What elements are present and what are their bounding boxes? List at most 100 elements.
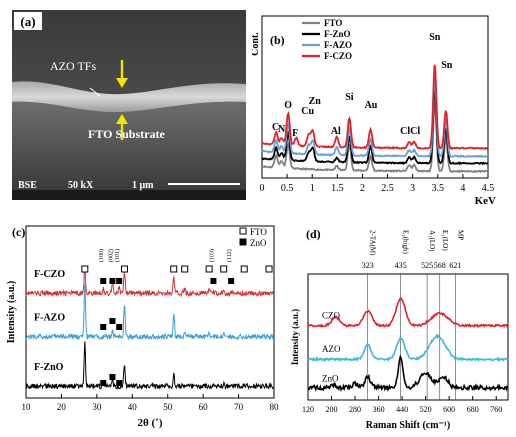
zno-marker-icon bbox=[100, 278, 107, 284]
x-tick-label: 4.5 bbox=[482, 183, 495, 194]
series-label-zno: ZnO bbox=[322, 373, 339, 383]
peak-label-cu: Cu bbox=[301, 106, 314, 117]
fto-substrate-layer bbox=[12, 101, 246, 190]
series-label-czo: CZO bbox=[322, 310, 341, 320]
panel-a-label: (a) bbox=[20, 14, 35, 29]
x-tick-label: 70 bbox=[234, 402, 244, 412]
legend-label: FTO bbox=[324, 18, 342, 28]
x-tick-label: 3 bbox=[410, 183, 415, 194]
zno-marker-icon bbox=[109, 278, 116, 284]
series-line-zno bbox=[307, 354, 509, 393]
y-axis-label: Intensity (a.u.) bbox=[6, 281, 17, 344]
fto-marker-icon bbox=[240, 265, 248, 273]
mode-value-label: 621 bbox=[449, 261, 461, 270]
x-tick-label: 40 bbox=[128, 402, 138, 412]
series-label-azo: AZO bbox=[322, 344, 341, 354]
plot-frame bbox=[25, 225, 275, 399]
x-tick-label: 680 bbox=[467, 405, 479, 414]
x-tick-label: 30 bbox=[92, 402, 102, 412]
panel-c-xrd: 10 20 30 40 50 60 70 80 2θ (˚) Intensity (a.u.) F-… bbox=[2, 222, 282, 432]
sem-magnification: 50 kX bbox=[68, 180, 94, 191]
film-label: AZO TFs bbox=[50, 59, 96, 73]
x-axis-label: KeV bbox=[475, 195, 496, 207]
x-tick-label: 60 bbox=[199, 402, 209, 412]
peak-label-c: C bbox=[272, 122, 279, 133]
peak-label-au: Au bbox=[365, 100, 378, 111]
series-line-f-czo bbox=[261, 64, 489, 151]
panel-b-eds: 0 0.5 1 1.5 2 2.5 3 3.5 4 4.5 KeV Cont. C N O F Cu Zn Al Si… bbox=[250, 4, 512, 210]
plot-frame bbox=[307, 273, 509, 401]
legend-label: ZnO bbox=[250, 238, 267, 248]
legend-label: FTO bbox=[250, 227, 267, 237]
zno-marker-icon bbox=[210, 278, 217, 284]
series-line-f-czo bbox=[25, 266, 275, 298]
x-tick-label: 0.5 bbox=[281, 183, 294, 194]
mode-name-label: E₁(LO) bbox=[441, 230, 449, 251]
series-line-azo bbox=[307, 333, 509, 363]
x-tick-label: 760 bbox=[490, 405, 502, 414]
x-tick-label: 50 bbox=[163, 402, 173, 412]
mode-value-label: 435 bbox=[395, 261, 407, 270]
panel-d-label: (d) bbox=[306, 227, 321, 241]
series-line-fto bbox=[261, 102, 489, 174]
series-label-f-azo: F-AZO bbox=[34, 313, 65, 324]
peak-label-sn: Sn bbox=[441, 60, 453, 71]
legend-label: F-CZO bbox=[324, 51, 352, 61]
series-line-f-zno bbox=[261, 87, 489, 166]
panel-d-raman: 120 200 280 360 440 520 600 680 760 Raman Shift (… bbox=[286, 222, 514, 432]
panel-b-label: (b) bbox=[270, 33, 285, 47]
plot-frame bbox=[261, 15, 489, 179]
panel-a-sem: (a) AZO TFs FTO Substrate BSE 50 kX 1 μm bbox=[12, 10, 246, 200]
peak-label-al: Al bbox=[331, 126, 341, 137]
x-tick-label: 200 bbox=[326, 405, 338, 414]
x-tick-label: 0 bbox=[260, 183, 265, 194]
x-axis-label: Raman Shift (cm⁻¹) bbox=[366, 420, 450, 431]
mode-value-label: 323 bbox=[362, 261, 374, 270]
x-tick-label: 10 bbox=[22, 402, 32, 412]
peak-label-si: Si bbox=[345, 92, 354, 103]
zno-marker-icon bbox=[100, 324, 107, 330]
sem-scale: 1 μm bbox=[132, 180, 154, 191]
x-tick-label: 2.5 bbox=[381, 183, 394, 194]
y-axis-label: Intensity (a.u.) bbox=[290, 309, 300, 365]
miller-index-label: (002) bbox=[107, 249, 114, 262]
series-line-f-azo bbox=[261, 76, 489, 159]
fto-marker-icon bbox=[81, 265, 89, 273]
mode-name-label: A₁(LO) bbox=[428, 230, 436, 252]
substrate-label: FTO Substrate bbox=[88, 127, 165, 141]
fto-marker-icon bbox=[220, 265, 228, 273]
fto-marker-icon bbox=[170, 265, 178, 273]
zno-marker-icon bbox=[109, 374, 116, 380]
fto-marker-icon bbox=[205, 265, 213, 273]
sem-image: (a) AZO TFs FTO Substrate BSE 50 kX 1 μm bbox=[12, 10, 246, 200]
series-label-f-zno: F-ZnO bbox=[34, 362, 64, 373]
x-tick-label: 3.5 bbox=[432, 183, 445, 194]
peak-label-cl: Cl bbox=[410, 126, 420, 137]
zno-marker-icon bbox=[109, 318, 116, 324]
series-line-f-azo bbox=[25, 284, 275, 341]
film-pointer-line bbox=[89, 87, 101, 97]
peak-label-cl: Cl bbox=[400, 126, 410, 137]
peak-label-sn: Sn bbox=[429, 32, 441, 43]
zno-marker-icon bbox=[100, 380, 107, 386]
zno-marker-icon bbox=[116, 278, 123, 284]
raman-chart: 120 200 280 360 440 520 600 680 760 Raman Shift (… bbox=[290, 227, 509, 431]
mode-value-label: 525 bbox=[421, 261, 433, 270]
mode-name-label: MP bbox=[456, 230, 464, 240]
fto-legend-marker-icon bbox=[239, 227, 247, 235]
sem-footer-bar bbox=[12, 190, 246, 200]
peak-label-f: F bbox=[292, 128, 298, 139]
legend-label: F-AZO bbox=[324, 40, 352, 50]
y-axis-label: Cont. bbox=[252, 32, 261, 56]
miller-index-label: (112) bbox=[226, 249, 233, 262]
x-tick-label: 20 bbox=[57, 402, 67, 412]
peak-label-zn: Zn bbox=[309, 96, 322, 107]
x-tick-label: 1.5 bbox=[331, 183, 344, 194]
series-label-f-czo: F-CZO bbox=[34, 269, 65, 280]
mode-name-label: E₂(high) bbox=[402, 230, 410, 254]
fto-marker-icon bbox=[265, 265, 273, 273]
fto-marker-icon bbox=[181, 265, 189, 273]
legend-label: F-ZnO bbox=[324, 29, 351, 39]
arrow-down-head-icon bbox=[116, 78, 128, 88]
